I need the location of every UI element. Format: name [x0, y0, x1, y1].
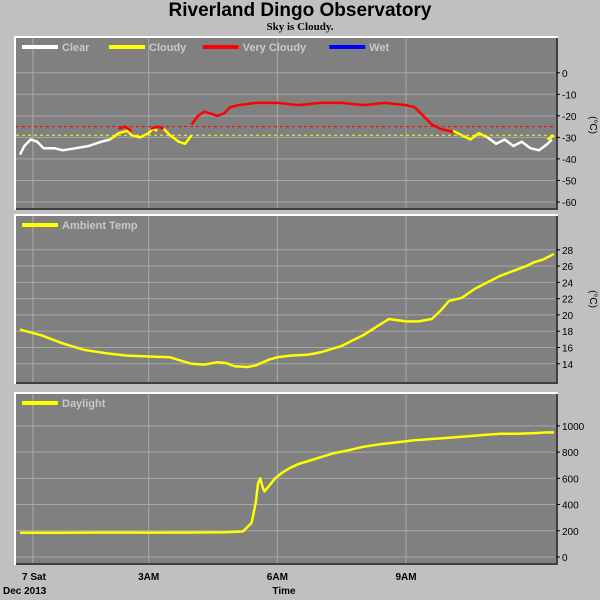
series-line-0 [18, 138, 111, 156]
y-tick-label-1: 800 [562, 448, 579, 459]
y-tick-label-2: 24 [562, 278, 574, 289]
x-date-label: Dec 2013 [3, 586, 47, 597]
series-line-3 [150, 125, 165, 130]
y-unit-label: (°C) [587, 116, 598, 134]
x-tick-label-1: 3AM [138, 572, 159, 583]
y-unit-label: (°C) [587, 290, 598, 308]
series-line-6 [452, 129, 489, 141]
y-tick-label-7: 14 [562, 360, 574, 371]
series-line-7 [486, 136, 553, 152]
y-tick-label-3: -30 [562, 133, 577, 144]
y-tick-label-5: 18 [562, 327, 574, 338]
y-tick-label-4: -40 [562, 155, 577, 166]
x-tick-label-2: 6AM [267, 572, 288, 583]
series-line-4 [162, 127, 193, 146]
panel-plot-area [16, 38, 556, 208]
y-tick-label-0: 1000 [562, 422, 585, 433]
y-tick-label-5: 0 [562, 553, 568, 564]
series-line-0 [19, 252, 555, 369]
series-line-5 [190, 101, 458, 135]
y-tick-label-1: 26 [562, 262, 574, 273]
legend-label-0: Ambient Temp [62, 220, 138, 232]
legend-label-2: Very Cloudy [243, 42, 307, 54]
y-tick-label-2: -20 [562, 112, 577, 123]
legend-label-0: Clear [62, 42, 90, 54]
chart-subtitle: Sky is Cloudy. [266, 21, 334, 33]
chart-title: Riverland Dingo Observatory [168, 0, 432, 21]
y-tick-label-4: 20 [562, 311, 574, 322]
y-tick-label-4: 200 [562, 527, 579, 538]
panel-daylight: 1000 800 600 400 200 0 Daylight [14, 392, 585, 565]
series-line-2 [118, 125, 133, 132]
series-line-0 [20, 431, 554, 534]
y-tick-label-3: 22 [562, 295, 574, 306]
y-tick-label-1: -10 [562, 90, 577, 101]
y-tick-label-6: -60 [562, 198, 577, 209]
y-tick-label-0: 28 [562, 246, 574, 257]
y-tick-label-6: 16 [562, 343, 574, 354]
panel-sky: 0 -10 -20 -30 -40 -50 -60 (°C) Clear Cloudy Very C… [14, 36, 598, 210]
legend-label-3: Wet [369, 42, 389, 54]
series-line-8 [546, 134, 555, 141]
x-axis-label: Time [272, 586, 296, 597]
y-tick-label-0: 0 [562, 69, 568, 80]
legend-label-0: Daylight [62, 398, 106, 410]
x-tick-label-0: 7 Sat [22, 572, 47, 583]
x-tick-label-3: 9AM [395, 572, 416, 583]
panel-ambient: 28 26 24 22 20 18 16 14 (°C) Ambient Temp [14, 214, 598, 384]
legend-label-1: Cloudy [149, 42, 187, 54]
y-tick-label-3: 400 [562, 501, 579, 512]
y-tick-label-5: -50 [562, 176, 577, 187]
y-tick-label-2: 600 [562, 474, 579, 485]
